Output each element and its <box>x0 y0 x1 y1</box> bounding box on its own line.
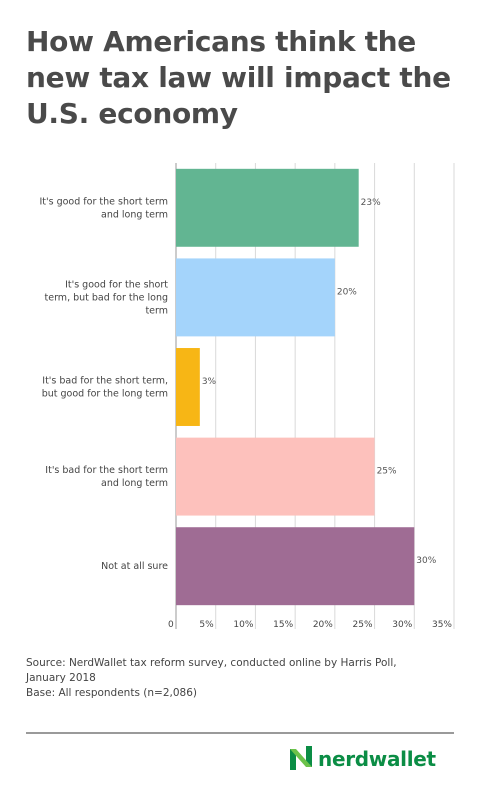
source-note: Source: NerdWallet tax reform survey, co… <box>26 656 466 701</box>
tick-label: 35% <box>432 620 452 630</box>
bar <box>176 258 335 337</box>
category-label: Not at all sure <box>101 561 168 572</box>
tick-label: 15% <box>273 620 293 630</box>
value-label: 3% <box>202 377 217 387</box>
tick-label: 0 <box>168 620 174 630</box>
value-label: 25% <box>377 467 397 477</box>
bar <box>176 527 415 606</box>
source-line-2: January 2018 <box>26 672 96 684</box>
tick-label: 20% <box>313 620 333 630</box>
divider <box>26 732 454 734</box>
tick-label: 25% <box>353 620 373 630</box>
source-line-1: Source: NerdWallet tax reform survey, co… <box>26 657 397 669</box>
category-label: It's bad for the short term, but good for… <box>42 376 168 400</box>
tick-label: 30% <box>392 620 412 630</box>
tick-label: 5% <box>199 620 214 630</box>
brand-logo: nerdwallet <box>290 744 436 774</box>
tick-label: 10% <box>233 620 253 630</box>
category-label: It's bad for the short term and long term <box>45 465 168 489</box>
chart-title: How Americans think the new tax law will… <box>26 25 451 130</box>
bar <box>176 437 375 516</box>
brand-name: nerdwallet <box>318 747 436 771</box>
bar-chart: 23% It's good for the short term and long … <box>39 163 455 630</box>
nerdwallet-logo-icon <box>290 746 312 770</box>
category-label: It's good for the short term, but bad for… <box>45 279 169 316</box>
value-label: 20% <box>337 287 357 297</box>
value-label: 23% <box>361 198 381 208</box>
bar <box>176 348 200 426</box>
bar <box>176 168 359 247</box>
category-label: It's good for the short term and long ter… <box>39 196 168 220</box>
source-line-3: Base: All respondents (n=2,086) <box>26 687 197 699</box>
value-label: 30% <box>416 556 436 566</box>
